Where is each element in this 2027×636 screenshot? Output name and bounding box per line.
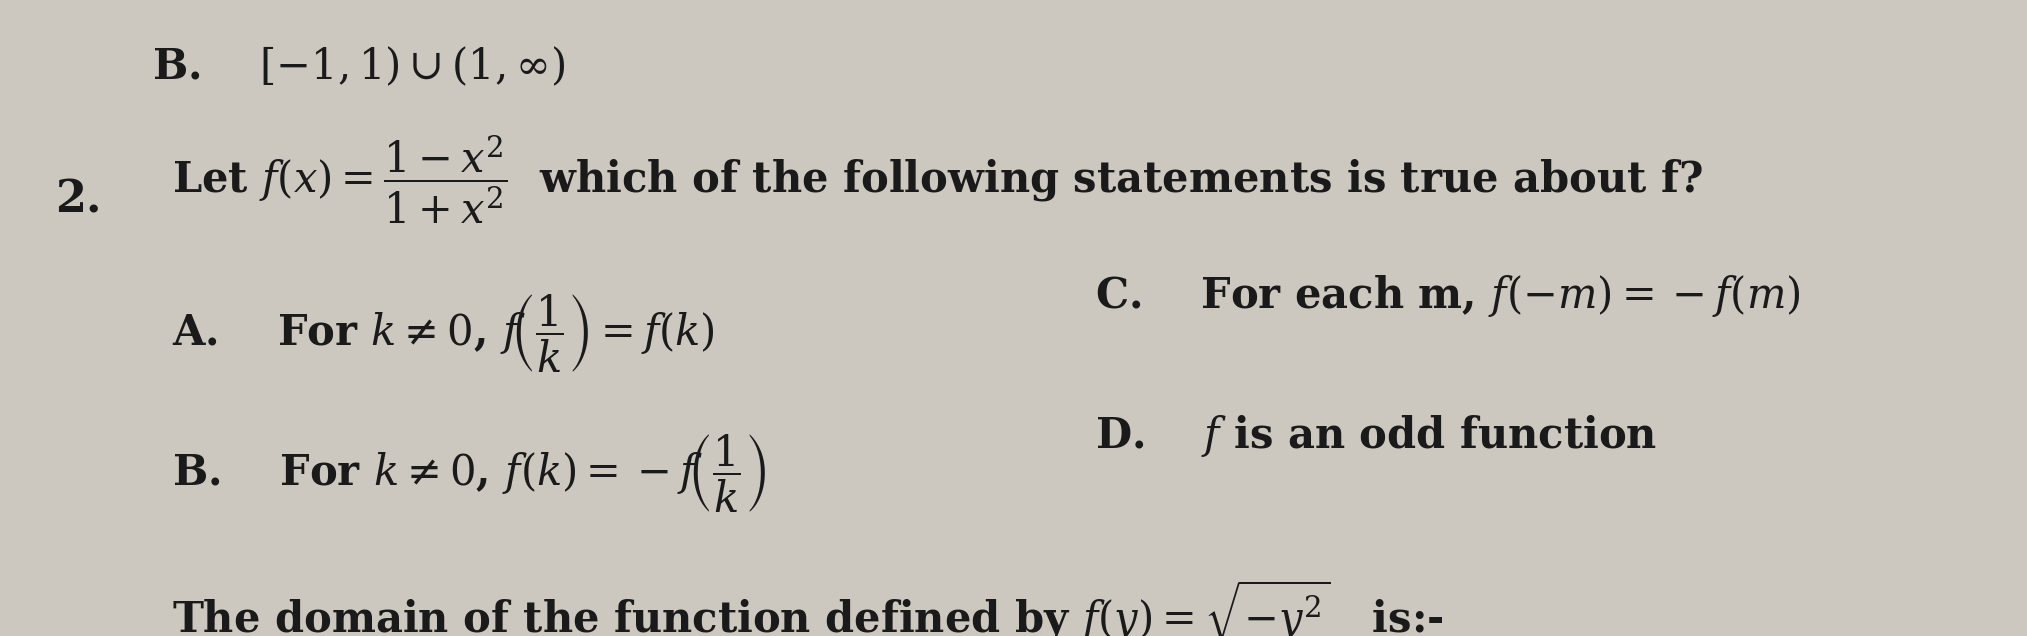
Text: D.    $f$ is an odd function: D. $f$ is an odd function xyxy=(1095,413,1656,459)
Text: Let $f(x) = \dfrac{1-x^2}{1+x^2}$  which of the following statements is true abo: Let $f(x) = \dfrac{1-x^2}{1+x^2}$ which … xyxy=(172,134,1703,226)
Text: B.    For $k \neq 0$, $f(k) = -f\!\left(\dfrac{1}{k}\right)$: B. For $k \neq 0$, $f(k) = -f\!\left(\df… xyxy=(172,432,766,515)
Text: The domain of the function defined by $f(y) = \sqrt{-y^2}$   is:-: The domain of the function defined by $f… xyxy=(172,579,1443,636)
Text: B.    $[-1, 1) \cup (1, \infty)$: B. $[-1, 1) \cup (1, \infty)$ xyxy=(152,45,566,88)
Text: 2.: 2. xyxy=(55,178,101,221)
Text: C.    For each m, $f(-m) = -f(m)$: C. For each m, $f(-m) = -f(m)$ xyxy=(1095,273,1800,319)
Text: A.    For $k \neq 0$, $f\!\left(\dfrac{1}{k}\right) = f(k)$: A. For $k \neq 0$, $f\!\left(\dfrac{1}{k… xyxy=(172,293,716,375)
